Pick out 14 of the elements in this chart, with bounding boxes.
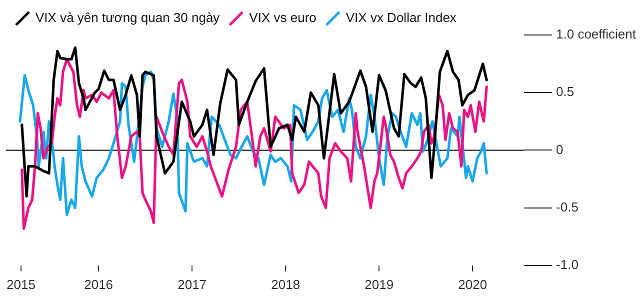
y-tick-label: -0.5 (556, 199, 578, 214)
x-tick-label: 2015 (6, 276, 36, 292)
y-tick-label: 1.0 coefficient (556, 26, 636, 42)
legend-label: VIX vx Dollar Index (346, 10, 457, 26)
y-tick-label: -1.0 (556, 256, 578, 272)
x-tick-label: 2017 (178, 276, 207, 292)
legend-label: VIX vs euro (249, 10, 316, 26)
x-tick-label: 2018 (271, 276, 300, 292)
legend-label: VIX và yên tương quan 30 ngày (36, 10, 220, 26)
x-tick-label: 2020 (458, 276, 488, 292)
y-tick-label: 0 (556, 142, 564, 157)
y-tick-label: 0.5 (556, 84, 574, 100)
x-tick-label: 2019 (364, 276, 394, 292)
x-tick-label: 2016 (84, 276, 114, 292)
